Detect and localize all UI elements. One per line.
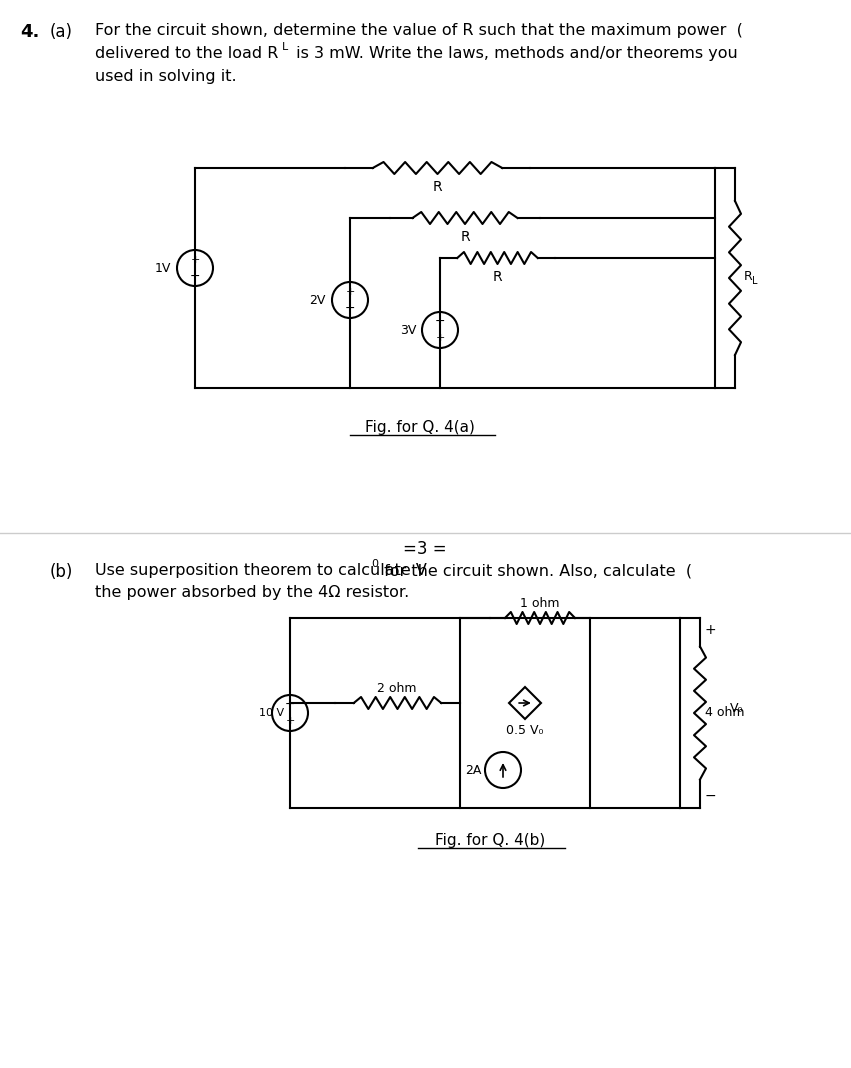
Text: +: + (346, 287, 355, 297)
Text: Fig. for Q. 4(a): Fig. for Q. 4(a) (365, 420, 475, 435)
Text: +: + (285, 717, 294, 726)
Text: 4.: 4. (20, 23, 39, 41)
Text: −: − (705, 789, 717, 803)
Text: 2A: 2A (465, 764, 481, 776)
Text: R: R (460, 230, 470, 244)
Text: V₀: V₀ (730, 702, 744, 714)
Text: 2V: 2V (310, 294, 326, 307)
Text: +: + (705, 623, 717, 637)
Text: R: R (432, 180, 442, 194)
Text: R: R (744, 269, 753, 283)
Text: −: − (345, 301, 355, 315)
Text: 2 ohm: 2 ohm (377, 682, 417, 695)
Text: for the circuit shown. Also, calculate  (: for the circuit shown. Also, calculate ( (379, 563, 692, 578)
Text: L: L (282, 42, 288, 52)
Text: (a): (a) (50, 23, 73, 41)
Text: L: L (752, 276, 757, 286)
Text: 1V: 1V (155, 262, 171, 274)
Text: the power absorbed by the 4Ω resistor.: the power absorbed by the 4Ω resistor. (95, 585, 409, 600)
Text: +: + (191, 255, 200, 265)
Text: =3 =: =3 = (403, 540, 447, 557)
Text: delivered to the load R: delivered to the load R (95, 46, 278, 61)
Text: (b): (b) (50, 563, 73, 581)
Text: −: − (285, 698, 295, 711)
Text: 0: 0 (371, 559, 378, 569)
Text: +: + (436, 333, 445, 343)
Text: Fig. for Q. 4(b): Fig. for Q. 4(b) (435, 833, 545, 848)
Text: Use superposition theorem to calculate V: Use superposition theorem to calculate V (95, 563, 427, 578)
Text: 10 V: 10 V (259, 708, 284, 718)
Text: used in solving it.: used in solving it. (95, 69, 237, 84)
Text: 3V: 3V (400, 324, 416, 336)
Text: −: − (435, 315, 445, 328)
Text: R: R (492, 270, 502, 284)
Text: is 3 mW. Write the laws, methods and/or theorems you: is 3 mW. Write the laws, methods and/or … (291, 46, 738, 61)
Text: 4 ohm: 4 ohm (705, 707, 745, 720)
Text: For the circuit shown, determine the value of R such that the maximum power  (: For the circuit shown, determine the val… (95, 23, 743, 38)
Text: 1 ohm: 1 ohm (520, 597, 560, 610)
Text: 0.5 V₀: 0.5 V₀ (506, 724, 544, 737)
Text: −: − (190, 269, 200, 283)
